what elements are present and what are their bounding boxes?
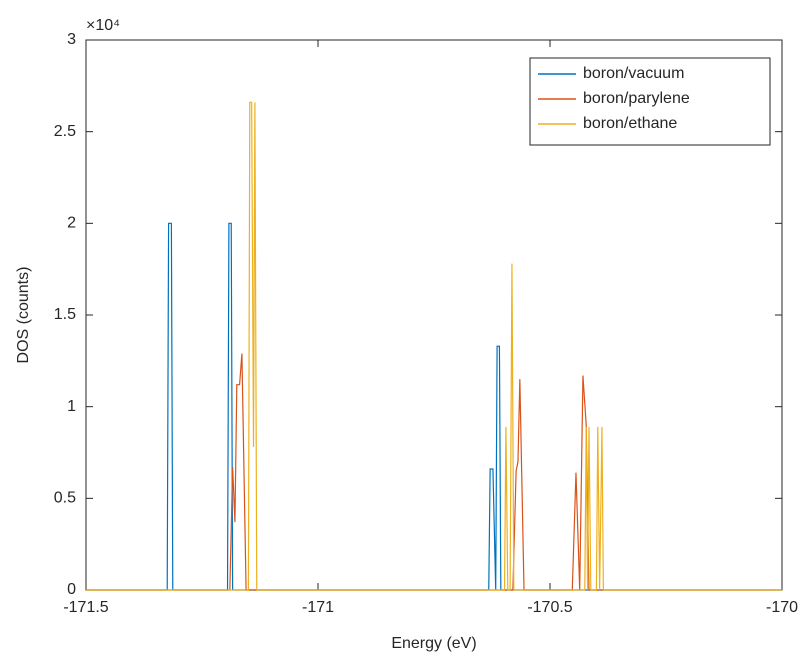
y-axis-label: DOS (counts)	[15, 267, 32, 364]
legend-label: boron/parylene	[583, 90, 690, 107]
series-line	[86, 353, 782, 591]
y-tick-label: 1.5	[54, 306, 76, 323]
y-tick-label: 0	[67, 581, 76, 598]
x-axis-label: Energy (eV)	[391, 635, 476, 652]
legend-label: boron/vacuum	[583, 65, 684, 82]
x-tick-label: -171	[302, 599, 334, 616]
legend-box	[529, 57, 771, 146]
y-tick-label: 2	[67, 215, 76, 232]
legend-label: boron/ethane	[583, 115, 677, 132]
y-tick-label: 0.5	[54, 490, 76, 507]
y-tick-label: 2.5	[54, 123, 76, 140]
x-tick-label: -171.5	[63, 599, 108, 616]
series-line	[86, 101, 782, 591]
y-tick-label: 1	[67, 398, 76, 415]
y-multiplier: ×10⁴	[86, 17, 120, 34]
x-tick-label: -170	[766, 599, 798, 616]
y-tick-label: 3	[67, 31, 76, 48]
x-tick-label: -170.5	[527, 599, 572, 616]
